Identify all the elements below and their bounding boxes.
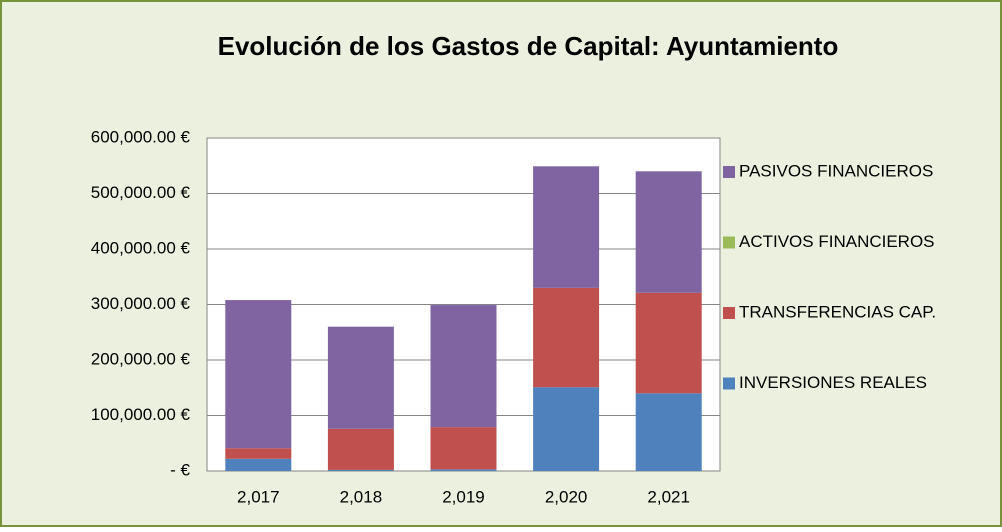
bar-segment: [225, 300, 292, 449]
legend-label: INVERSIONES REALES: [739, 373, 927, 392]
bar-segment: [533, 387, 600, 471]
bar-segment: [225, 458, 292, 471]
y-tick-label: 500,000.00 €: [91, 183, 191, 202]
legend-swatch: [723, 236, 735, 249]
bar-segment: [533, 287, 600, 388]
x-tick-label: 2,021: [647, 487, 690, 506]
legend-swatch: [723, 307, 735, 319]
legend-label: ACTIVOS FINANCIEROS: [739, 232, 935, 251]
x-tick-label: 2,017: [237, 487, 280, 506]
x-tick-label: 2,020: [545, 487, 588, 506]
legend-swatch: [723, 377, 735, 390]
bar-segment: [635, 171, 702, 293]
bar-segment: [430, 427, 497, 470]
x-tick-label: 2,019: [442, 487, 485, 506]
bar-segment: [635, 292, 702, 394]
bar-segment: [430, 305, 497, 428]
bar-segment: [327, 469, 394, 471]
bar-segment: [533, 166, 600, 288]
y-tick-label: 100,000.00 €: [91, 405, 191, 424]
chart-title: Evolución de los Gastos de Capital: Ayun…: [218, 31, 839, 61]
bar-segment: [327, 326, 394, 429]
bar-segment: [327, 428, 394, 470]
y-tick-label: 300,000.00 €: [91, 294, 191, 313]
legend-label: PASIVOS FINANCIEROS: [739, 161, 933, 180]
legend-label: TRANSFERENCIAS CAP.: [739, 302, 936, 321]
legend-swatch: [723, 166, 735, 178]
bar-segment: [225, 448, 292, 459]
y-tick-label: 600,000.00 €: [91, 127, 191, 146]
y-tick-label: - €: [170, 460, 190, 479]
y-tick-label: 400,000.00 €: [91, 238, 191, 257]
bar-segment: [430, 469, 497, 471]
y-tick-label: 200,000.00 €: [91, 349, 191, 368]
x-tick-label: 2,018: [340, 487, 383, 506]
bar-segment: [635, 393, 702, 471]
